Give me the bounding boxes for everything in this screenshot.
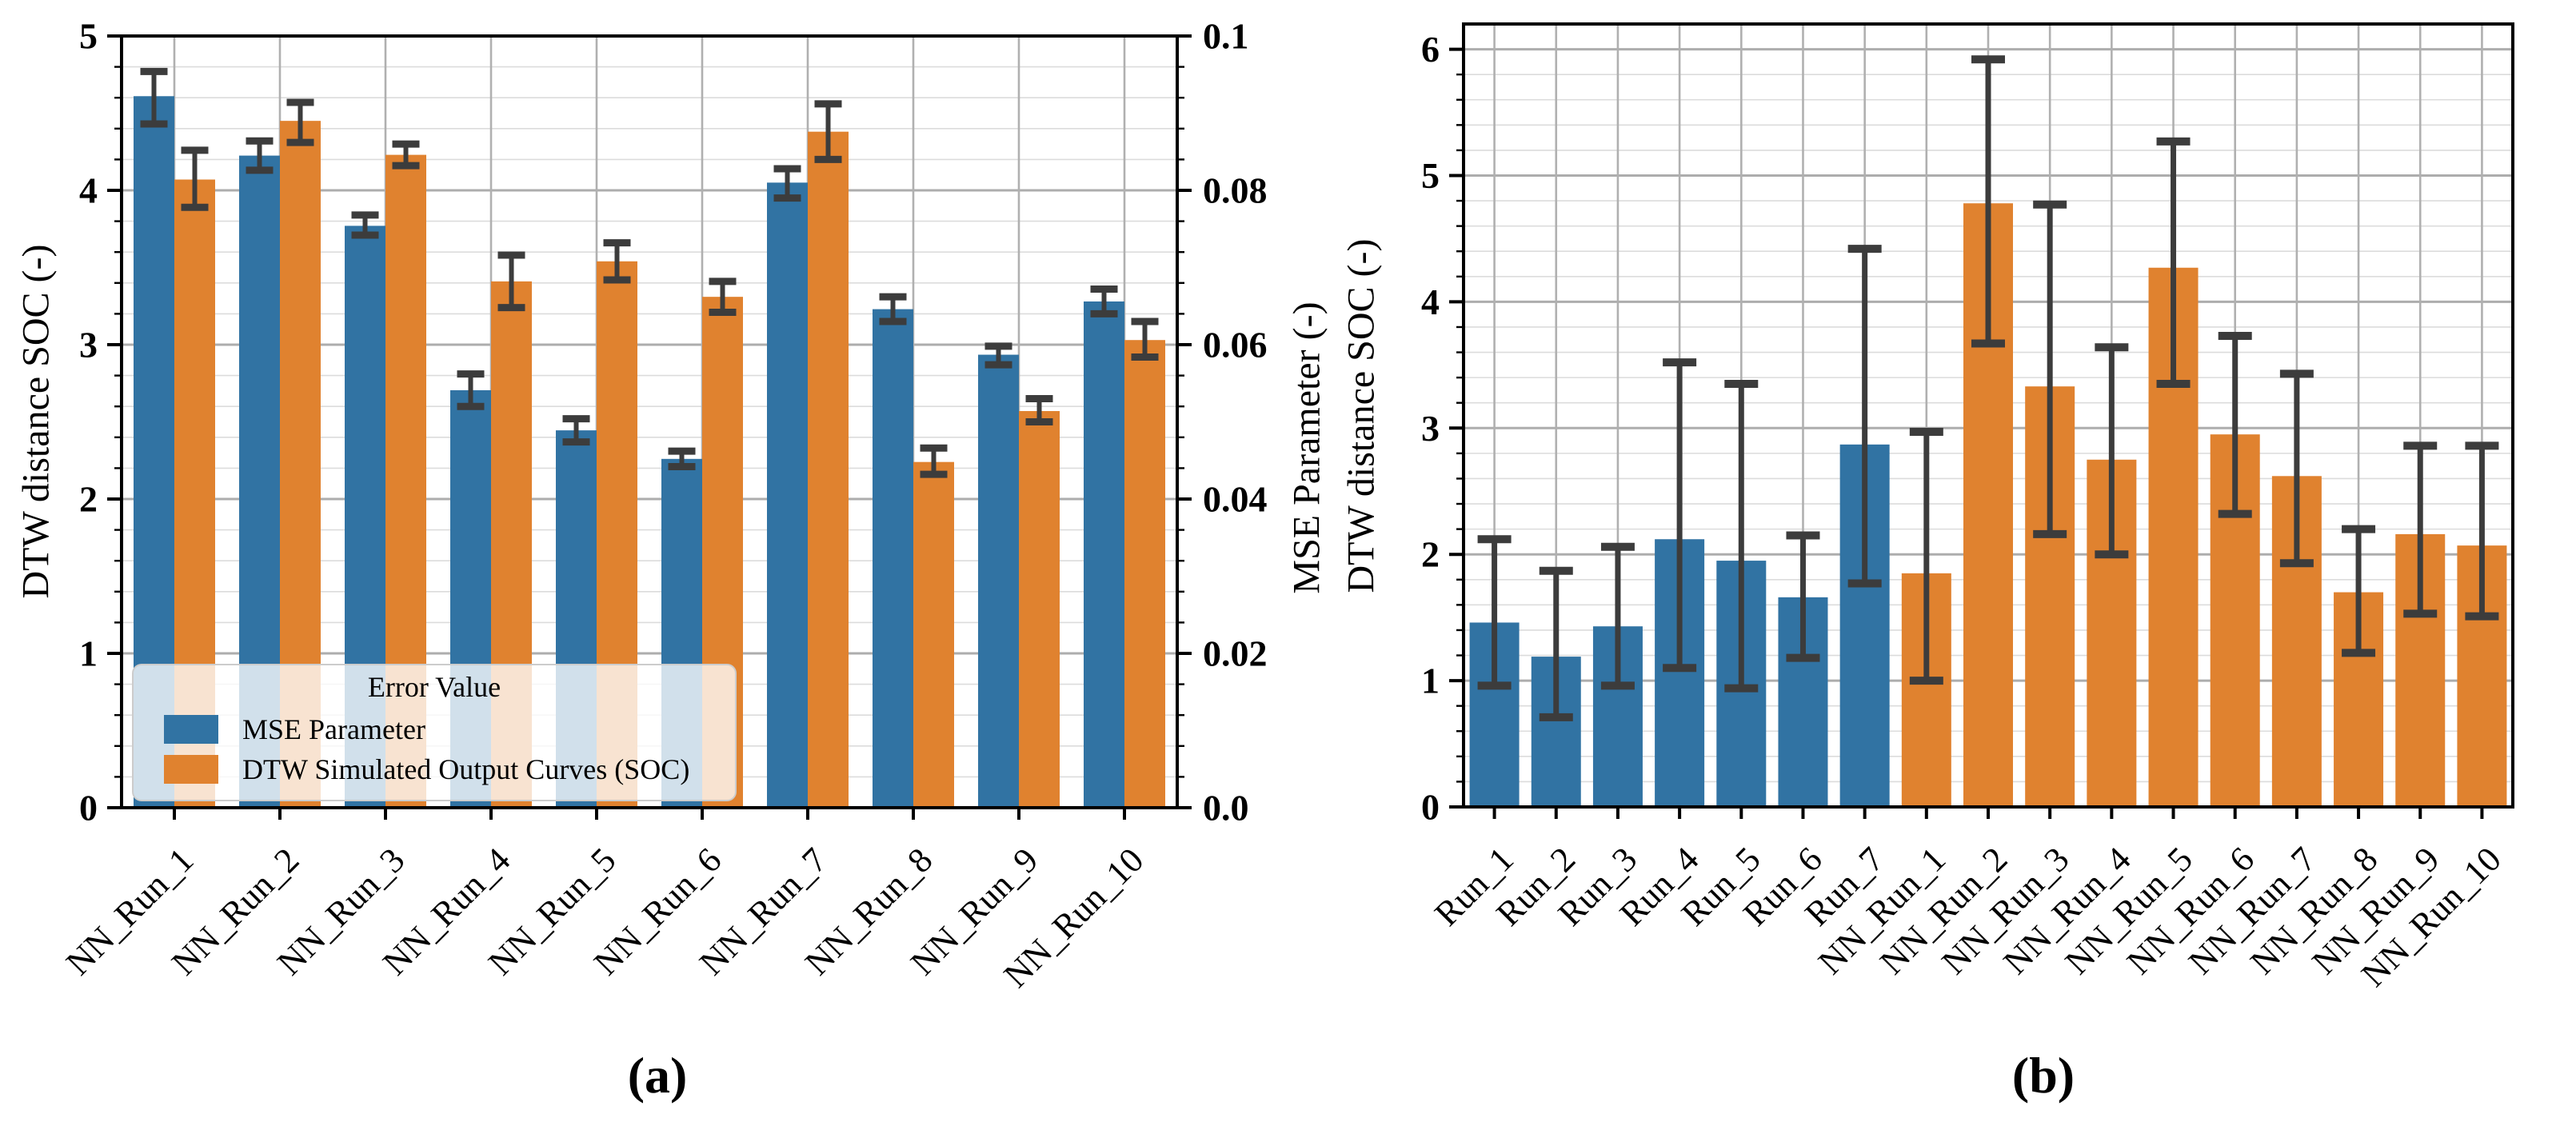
- legend: Error Value MSE Parameter DTW Simulated …: [132, 664, 737, 801]
- y-tick-label: 1: [1421, 661, 1440, 701]
- y-tick-label: 2: [1421, 534, 1440, 575]
- bar: [1019, 410, 1060, 808]
- y-tick-label: 6: [1421, 29, 1440, 70]
- legend-label-dtw: DTW Simulated Output Curves (SOC): [242, 753, 690, 785]
- y-right-tick-label: 0.02: [1203, 633, 1268, 674]
- y-right-tick-label: 0.1: [1203, 16, 1249, 57]
- legend-title: Error Value: [367, 671, 501, 703]
- y-tick-label: 4: [79, 170, 98, 211]
- bar: [767, 182, 808, 809]
- bar: [978, 354, 1019, 808]
- y-tick-label: 0: [1421, 787, 1440, 828]
- bar: [1124, 340, 1165, 809]
- bar: [873, 309, 913, 808]
- legend-entry-dtw: DTW Simulated Output Curves (SOC): [164, 753, 735, 785]
- caption-a: (a): [627, 1047, 688, 1104]
- chart-b-left-axis-label: DTW distance SOC (-): [1340, 238, 1383, 593]
- axes-spines: [120, 34, 1179, 809]
- bar: [1084, 301, 1124, 809]
- y-tick-label: 0: [79, 788, 98, 829]
- y-tick-label: 3: [79, 325, 98, 365]
- y-right-tick-label: 0.0: [1203, 788, 1249, 829]
- y-tick-label: 3: [1421, 408, 1440, 449]
- y-tick-label: 2: [79, 479, 98, 520]
- y-right-tick-label: 0.04: [1203, 479, 1268, 520]
- bar: [913, 461, 954, 808]
- bar: [808, 131, 849, 808]
- chart-a-right-axis-label: MSE Parameter (-): [1285, 301, 1328, 594]
- legend-entry-mse: MSE Parameter: [164, 713, 735, 745]
- y-tick-label: 1: [79, 633, 98, 674]
- y-right-tick-label: 0.06: [1203, 325, 1268, 365]
- y-right-tick-label: 0.08: [1203, 170, 1268, 211]
- y-tick-label: 5: [1421, 155, 1440, 196]
- chart-a-left-axis-label: DTW distance SOC (-): [14, 244, 58, 599]
- legend-swatch-orange: [164, 754, 218, 784]
- legend-label-mse: MSE Parameter: [242, 713, 425, 745]
- legend-swatch-blue: [164, 714, 218, 744]
- y-tick-label: 4: [1421, 282, 1440, 322]
- y-tick-label: 5: [79, 16, 98, 57]
- caption-b: (b): [2011, 1047, 2075, 1104]
